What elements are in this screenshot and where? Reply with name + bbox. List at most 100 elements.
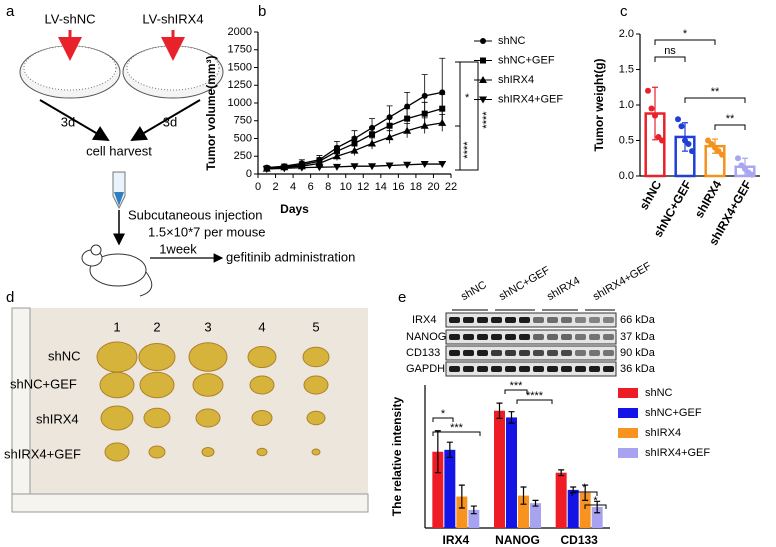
blot-band [575, 334, 586, 340]
x-tick-label: shIRX4 [692, 178, 725, 221]
marker [262, 166, 271, 174]
bar [591, 507, 603, 528]
tumor [302, 346, 330, 368]
marker [369, 131, 376, 138]
y-axis-label: The relative intensity [390, 396, 404, 516]
dish-cells [126, 45, 220, 91]
mouse [81, 244, 153, 297]
tumor-photo: 1 2 3 4 5 shNC shNC+GEF shIRX4 shIRX4+GE… [4, 307, 369, 513]
size-label: 66 kDa [620, 314, 656, 326]
harvest-label: cell harvest [86, 143, 152, 158]
x-tick-label: 0 [255, 181, 261, 193]
blot-band [519, 334, 530, 340]
duration: 3d [61, 114, 75, 129]
annotation: * [683, 28, 688, 40]
marker [439, 105, 446, 112]
legend-marker [480, 38, 486, 44]
bar [567, 489, 579, 528]
annotation: **** [481, 111, 493, 129]
error-bar [508, 411, 515, 424]
legend-label: shIRX4+GEF [645, 447, 710, 459]
blot-band [589, 350, 600, 356]
protein-label: NANOG [406, 331, 446, 343]
y-tick-label: 1250 [228, 79, 252, 91]
marker [385, 162, 394, 170]
point [749, 171, 755, 178]
tumor [251, 410, 273, 426]
y-tick-label: 750 [234, 115, 252, 127]
panel-label: d [6, 289, 14, 306]
injection-label: Subcutaneous injection [128, 207, 262, 222]
x-tick-label: 12 [357, 181, 369, 193]
dose-label: 1.5×10*7 per mouse [148, 224, 265, 239]
blot-band [561, 317, 572, 323]
legend-label: shNC+GEF [498, 54, 555, 66]
blot-band [491, 334, 502, 340]
bracket [457, 61, 479, 171]
annotation: * [582, 482, 587, 494]
legend-label: shIRX4+GEF [498, 93, 563, 105]
blot-band [449, 334, 460, 340]
treatment-label: gefitinib administration [226, 249, 355, 264]
marker [350, 146, 359, 154]
point [648, 105, 655, 112]
blot-band [603, 317, 614, 323]
y-tick-label: 1500 [228, 61, 252, 73]
legend-label: shNC+GEF [645, 407, 702, 419]
bar [444, 449, 456, 528]
size-label: 36 kDa [620, 363, 656, 375]
x-tick-label: 16 [392, 181, 404, 193]
error-bar [520, 486, 527, 505]
column-label: 5 [312, 319, 319, 334]
panel-label: a [6, 3, 15, 20]
y-tick-label: 1.5 [619, 63, 634, 75]
marker [404, 103, 411, 110]
line [266, 91, 443, 169]
panel-label: c [620, 3, 628, 20]
tumor [99, 371, 135, 399]
annotation: ** [726, 113, 735, 125]
x-tick-label: 18 [410, 181, 422, 193]
blot-band [505, 334, 516, 340]
blot-band [561, 350, 572, 356]
lane-label: shIRX4 [545, 275, 582, 303]
y-tick-label: 0.5 [619, 134, 634, 146]
marker [420, 121, 429, 129]
annotation: * [593, 495, 598, 507]
marker [403, 161, 412, 169]
annotation: **** [462, 141, 474, 159]
bar [518, 495, 529, 528]
blot-band [533, 350, 544, 356]
dish-cells [23, 45, 117, 91]
bracket [455, 125, 461, 171]
error-bar [434, 430, 441, 474]
point [675, 116, 681, 123]
blot-band [561, 334, 572, 340]
error-bar [594, 500, 601, 514]
row-label: shNC+GEF [10, 376, 77, 391]
blot-band [449, 366, 460, 372]
blot-band [519, 366, 530, 372]
legend-label: shIRX4 [498, 74, 534, 86]
annotation: ** [711, 86, 720, 98]
marker [350, 163, 359, 171]
blot-band [463, 366, 474, 372]
y-axis-label: Tumor volume(mm³) [204, 55, 218, 170]
blot-band [533, 317, 544, 323]
tube-pellet [114, 192, 124, 206]
protein-label: CD133 [406, 347, 440, 359]
marker [403, 126, 412, 134]
interval-label: 1week [159, 241, 197, 256]
marker [351, 140, 358, 147]
bracket [432, 431, 481, 436]
blot-band [477, 317, 488, 323]
bracket [571, 491, 598, 496]
blot-band [491, 366, 502, 372]
marker [386, 122, 393, 129]
blot-band [505, 350, 516, 356]
annotation: * [441, 408, 446, 420]
bracket [584, 504, 607, 509]
ruler [11, 307, 31, 513]
bar [432, 451, 444, 528]
lane-label: shNC+GEF [497, 264, 552, 303]
